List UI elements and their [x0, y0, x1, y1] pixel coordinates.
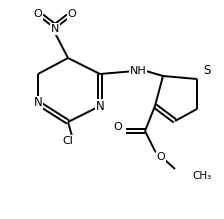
Text: O: O — [157, 152, 165, 162]
Text: O: O — [68, 9, 76, 19]
Text: N: N — [96, 99, 104, 113]
Text: S: S — [203, 65, 211, 78]
Text: CH₃: CH₃ — [192, 171, 211, 181]
Text: N: N — [51, 24, 59, 34]
Text: N: N — [34, 97, 42, 110]
Text: O: O — [114, 122, 122, 132]
Text: O: O — [34, 9, 42, 19]
Text: Cl: Cl — [62, 136, 73, 146]
Text: NH: NH — [130, 66, 146, 76]
